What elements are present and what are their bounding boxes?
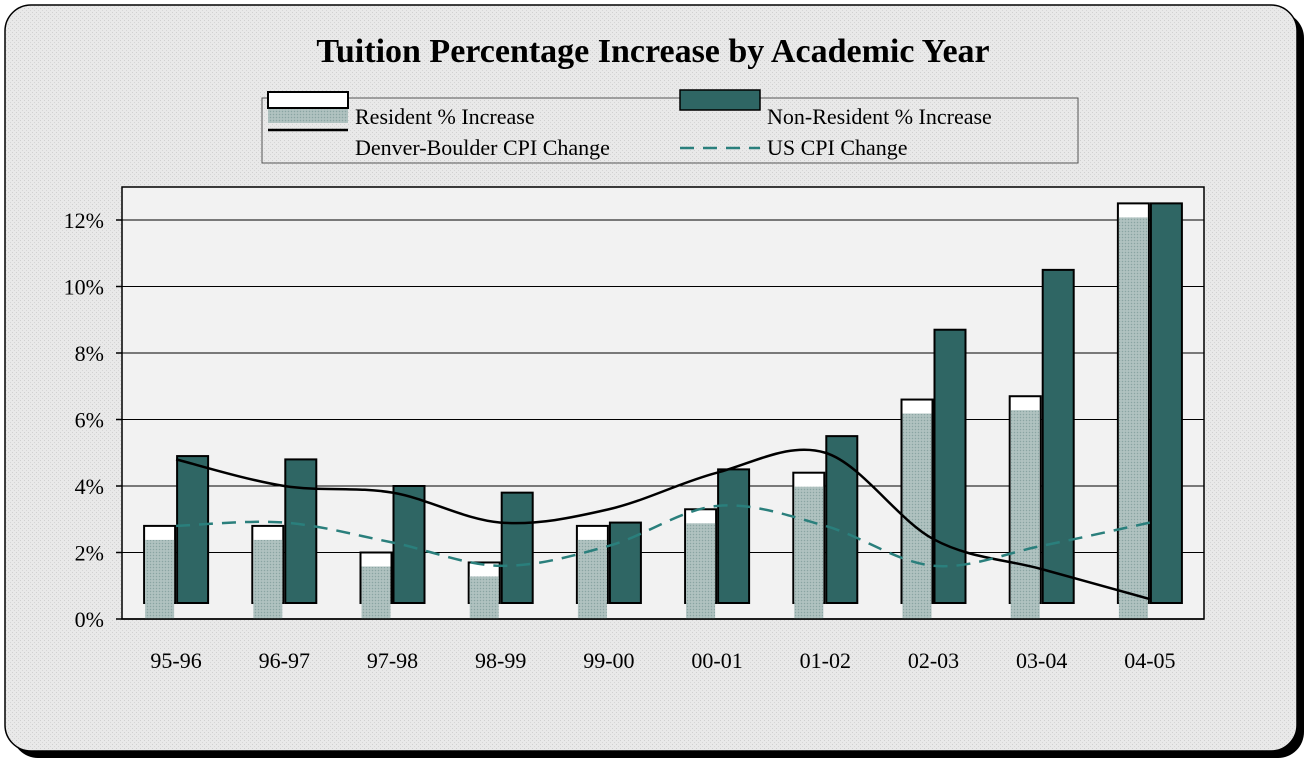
- bar-non-resident: [1041, 268, 1075, 604]
- y-tick-label: 2%: [75, 541, 104, 566]
- x-tick-label: 95-96: [150, 648, 201, 673]
- bar-resident-shade: [361, 566, 391, 619]
- bar-non-resident: [284, 458, 318, 604]
- bar-resident-shade: [469, 576, 499, 619]
- legend-resident-label: Resident % Increase: [355, 104, 535, 129]
- legend-denver-label: Denver-Boulder CPI Change: [355, 135, 610, 160]
- legend: Resident % Increase Non-Resident % Incre…: [261, 89, 1079, 164]
- y-tick-label: 0%: [75, 607, 104, 632]
- bar-resident-shade: [1010, 410, 1040, 619]
- legend-resident-swatch: [267, 91, 349, 109]
- line-us-cpi: [176, 504, 1151, 568]
- y-tick-label: 8%: [75, 341, 104, 366]
- bar-resident-shade: [686, 523, 716, 619]
- bar-resident-shade: [145, 539, 175, 619]
- bar-non-resident: [176, 455, 210, 605]
- bar-non-resident: [717, 468, 751, 604]
- y-tick-label: 4%: [75, 474, 104, 499]
- legend-us-label: US CPI Change: [767, 135, 908, 160]
- bar-non-resident: [500, 491, 534, 604]
- series-lines: [175, 448, 1151, 601]
- y-tick-label: 10%: [64, 275, 104, 300]
- bar-non-resident: [392, 485, 426, 604]
- chart-title: Tuition Percentage Increase by Academic …: [316, 33, 989, 70]
- line-denver-boulder-cpi: [175, 448, 1151, 601]
- bar-resident-shade: [902, 413, 932, 619]
- y-tick-label: 12%: [64, 208, 104, 233]
- bar-resident-shade: [794, 486, 824, 619]
- bars: [143, 202, 1183, 619]
- bar-resident-shade: [1118, 217, 1148, 619]
- legend-non-resident-label: Non-Resident % Increase: [767, 104, 992, 129]
- x-tick-label: 03-04: [1016, 648, 1067, 673]
- legend-non-resident-swatch: [679, 89, 761, 111]
- bar-non-resident: [933, 328, 967, 604]
- x-tick-label: 97-98: [367, 648, 418, 673]
- x-tick-label: 01-02: [800, 648, 851, 673]
- legend-box: [261, 97, 1079, 164]
- legend-resident-shade: [268, 109, 348, 123]
- bar-resident-shade: [577, 539, 607, 619]
- x-tick-label: 96-97: [259, 648, 310, 673]
- x-tick-label: 99-00: [583, 648, 634, 673]
- x-tick-label: 02-03: [908, 648, 959, 673]
- x-tick-label: 98-99: [475, 648, 526, 673]
- y-axis-ticks: 0% 2% 4% 6% 8% 10% 12%: [64, 208, 104, 632]
- bar-non-resident: [1149, 202, 1183, 604]
- bar-resident-shade: [253, 539, 283, 619]
- x-axis-ticks: 95-96 96-97 97-98 98-99 99-00 00-01 01-02 02-03…: [150, 648, 1175, 673]
- bar-non-resident: [825, 435, 859, 604]
- x-tick-label: 00-01: [691, 648, 742, 673]
- y-tick-label: 6%: [75, 408, 104, 433]
- x-tick-label: 04-05: [1124, 648, 1175, 673]
